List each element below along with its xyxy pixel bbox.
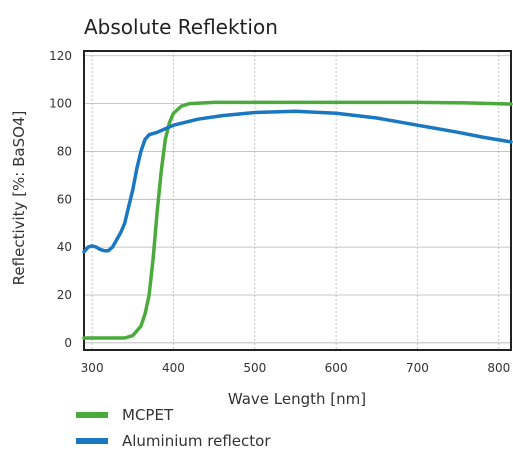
legend-label-0: MCPET [122, 406, 174, 424]
x-axis-ticks: 300 400 500 600 700 800 [81, 361, 511, 375]
legend: MCPET Aluminium reflector [76, 406, 271, 450]
x-tick-label-4: 700 [406, 361, 429, 375]
y-tick-label-2: 40 [57, 240, 72, 254]
x-axis-title: Wave Length [nm] [228, 390, 366, 408]
series-line-1 [82, 109, 513, 254]
y-tick-label-4: 80 [57, 144, 72, 158]
x-tick-label-0: 300 [81, 361, 104, 375]
y-tick-label-0: 0 [64, 336, 72, 350]
series-lines [82, 100, 513, 340]
x-tick-label-5: 800 [487, 361, 510, 375]
x-tick-label-3: 600 [325, 361, 348, 375]
y-tick-label-1: 20 [57, 288, 72, 302]
x-tick-label-1: 400 [162, 361, 185, 375]
series-line-0 [82, 100, 513, 340]
y-tick-label-5: 100 [49, 97, 72, 111]
grid-lines [84, 51, 511, 350]
plot-area-frame [83, 50, 512, 351]
legend-label-1: Aluminium reflector [122, 432, 271, 450]
y-axis-ticks: 0 20 40 60 80 100 120 [49, 49, 72, 350]
y-tick-label-3: 60 [57, 192, 72, 206]
x-tick-label-2: 500 [243, 361, 266, 375]
y-tick-label-6: 120 [49, 49, 72, 63]
y-axis-title: Reflectivity [%: BaSO4] [10, 111, 28, 286]
chart-title: Absolute Reflektion [84, 15, 278, 39]
